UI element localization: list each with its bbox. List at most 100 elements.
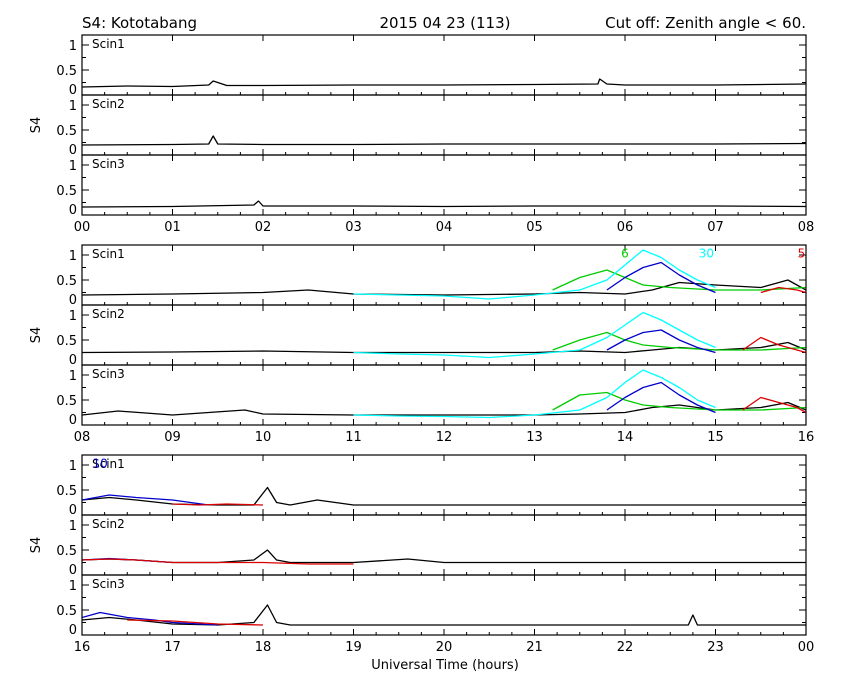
x-tick-label: 03 [345, 220, 362, 235]
panel-frame [81, 454, 807, 516]
y-tick-label: 0.5 [56, 64, 77, 79]
panel-frame [81, 154, 807, 216]
prn-label: 6 [621, 247, 629, 261]
panel-scin1: 0 0.5 1 Scin1 6 30 5 [56, 244, 807, 308]
chart-group-1: 0 0.5 1 Scin1 0 0.5 1 Scin2 0 0.5 1 Scin3 S4 00 01 02 03… [29, 34, 814, 235]
y-tick-label: 0 [69, 203, 77, 218]
series-green [552, 331, 806, 351]
x-tick-label: 13 [526, 430, 543, 445]
series-cyan [353, 249, 716, 300]
panel-scin3: 0 0.5 1 Scin3 [56, 574, 807, 638]
series-cyan [353, 311, 716, 359]
x-tick-label: 10 [255, 430, 272, 445]
series-green [552, 391, 806, 411]
series-red [82, 558, 354, 565]
chart-group-2: 0 0.5 1 Scin1 6 30 5 0 0.5 1 Scin2 0 0.5 1 Scin3 S4 08 09… [29, 244, 815, 445]
series-black [82, 135, 806, 146]
y-tick-label: 0.5 [56, 124, 77, 139]
series-red [742, 336, 806, 354]
station-title: S4: Kototabang [82, 14, 197, 32]
x-tick-label: 19 [345, 640, 362, 655]
series-black [82, 279, 806, 296]
y-tick-label: 0 [69, 623, 77, 638]
y-tick-label: 0.5 [56, 604, 77, 619]
x-tick-label: 09 [164, 430, 181, 445]
panel-frame [81, 574, 807, 636]
x-tick-label: 17 [164, 640, 181, 655]
series-red [127, 619, 264, 626]
x-tick-label: 12 [436, 430, 453, 445]
panel-scin1: 0 0.5 1 Scin1 [56, 34, 807, 98]
panel-label: Scin1 [92, 457, 125, 471]
y-axis-label: S4 [29, 327, 44, 344]
y-tick-label: 0 [69, 563, 77, 578]
panel-frame [81, 94, 807, 156]
y-tick-label: 1 [69, 519, 77, 534]
x-tick-label: 16 [74, 640, 91, 655]
y-tick-label: 0 [69, 413, 77, 428]
panel-frame [81, 304, 807, 366]
series-green [552, 269, 806, 291]
series-black [82, 604, 806, 626]
y-axis-label: S4 [29, 537, 44, 554]
panel-label: Scin2 [92, 97, 125, 111]
x-tick-label: 08 [74, 430, 91, 445]
series-red [172, 503, 264, 506]
series-blue [606, 381, 716, 414]
panel-label: Scin3 [92, 367, 125, 381]
series-black [82, 200, 806, 208]
panel-label: Scin1 [92, 37, 125, 51]
panel-scin2: 0 0.5 1 Scin2 [56, 304, 807, 368]
y-tick-label: 1 [69, 579, 77, 594]
prn-label: 10 [92, 457, 107, 471]
panel-scin3: 0 0.5 1 Scin3 [56, 364, 807, 428]
x-tick-label: 06 [617, 220, 634, 235]
y-tick-label: 0 [69, 353, 77, 368]
series-black [82, 401, 806, 416]
panel-label: Scin3 [92, 577, 125, 591]
x-tick-label: 20 [436, 640, 453, 655]
x-tick-label: 16 [798, 430, 815, 445]
x-tick-label: 22 [617, 640, 634, 655]
y-tick-label: 0.5 [56, 394, 77, 409]
y-tick-label: 0.5 [56, 484, 77, 499]
y-tick-label: 1 [69, 159, 77, 174]
panel-label: Scin1 [92, 247, 125, 261]
series-red [742, 396, 806, 414]
y-tick-label: 0 [69, 293, 77, 308]
panel-scin2: 0 0.5 1 Scin2 [56, 94, 807, 158]
cutoff-title: Cut off: Zenith angle < 60. [605, 14, 806, 32]
series-black [82, 78, 806, 88]
panel-label: Scin2 [92, 307, 125, 321]
y-tick-label: 0 [69, 143, 77, 158]
x-tick-label: 00 [798, 640, 815, 655]
x-tick-label: 15 [707, 430, 724, 445]
prn-label: 5 [798, 247, 806, 261]
y-tick-label: 1 [69, 459, 77, 474]
series-cyan [353, 369, 716, 419]
series-black [82, 486, 806, 506]
x-tick-label: 18 [255, 640, 272, 655]
panel-scin2: 0 0.5 1 Scin2 [56, 514, 807, 578]
date-title: 2015 04 23 (113) [380, 14, 511, 32]
x-tick-label: 00 [74, 220, 91, 235]
panel-frame [81, 364, 807, 426]
x-tick-label: 01 [164, 220, 181, 235]
panel-label: Scin3 [92, 157, 125, 171]
y-tick-label: 0 [69, 83, 77, 98]
series-blue [82, 611, 218, 626]
y-axis-label: S4 [29, 117, 44, 134]
y-tick-label: 1 [69, 249, 77, 264]
series-blue [82, 494, 209, 506]
series-blue [606, 261, 716, 294]
panel-scin3: 0 0.5 1 Scin3 [56, 154, 807, 218]
series-blue [606, 329, 716, 354]
series-red [760, 286, 806, 294]
x-tick-label: 04 [436, 220, 453, 235]
x-tick-label: 07 [707, 220, 724, 235]
y-tick-label: 0.5 [56, 184, 77, 199]
